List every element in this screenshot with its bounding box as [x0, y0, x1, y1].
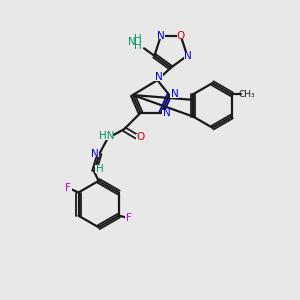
FancyBboxPatch shape — [95, 165, 104, 173]
Text: N: N — [184, 51, 192, 61]
Text: N: N — [155, 72, 163, 82]
Text: F: F — [126, 213, 132, 223]
FancyBboxPatch shape — [184, 52, 192, 59]
Text: H: H — [134, 41, 141, 51]
Text: N: N — [157, 31, 164, 40]
Text: N: N — [171, 89, 178, 99]
Text: O: O — [136, 132, 144, 142]
FancyBboxPatch shape — [170, 91, 179, 98]
Text: N: N — [128, 38, 136, 47]
Text: F: F — [65, 183, 71, 193]
FancyBboxPatch shape — [157, 32, 165, 39]
Text: N: N — [163, 108, 170, 118]
FancyBboxPatch shape — [177, 32, 185, 39]
Text: N: N — [91, 148, 99, 159]
Text: O: O — [177, 31, 185, 40]
FancyBboxPatch shape — [154, 74, 164, 81]
FancyBboxPatch shape — [100, 132, 113, 140]
Text: CH₃: CH₃ — [239, 90, 256, 99]
Text: HN: HN — [99, 131, 114, 141]
Text: H: H — [134, 34, 141, 44]
FancyBboxPatch shape — [136, 134, 144, 141]
FancyBboxPatch shape — [125, 214, 133, 222]
FancyBboxPatch shape — [91, 150, 99, 157]
Text: H: H — [96, 164, 103, 174]
FancyBboxPatch shape — [64, 184, 72, 192]
FancyBboxPatch shape — [162, 110, 171, 117]
